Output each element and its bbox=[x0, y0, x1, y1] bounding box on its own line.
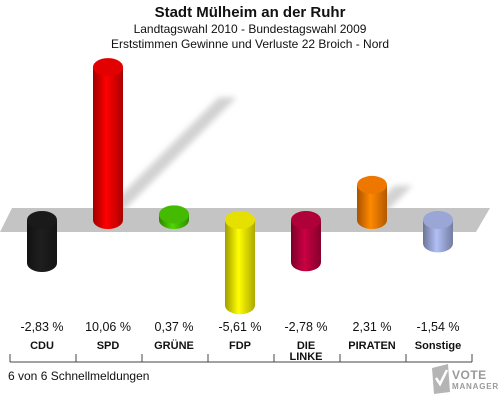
bar-piraten bbox=[357, 175, 387, 229]
value-label: 10,06 % bbox=[85, 320, 131, 334]
labels-layer: -2,83 % CDU 10,06 % SPD 0,37 % GRÜNE -5,61 % FD… bbox=[20, 320, 461, 363]
bar-top-cap bbox=[291, 211, 321, 229]
bar-bottom-cap bbox=[93, 211, 123, 229]
value-label: -2,78 % bbox=[284, 320, 327, 334]
bar-top-cap bbox=[159, 205, 189, 224]
bar-sonstige bbox=[423, 211, 453, 253]
chart-subtitle-election: Landtagswahl 2010 - Bundestagswahl 2009 bbox=[133, 22, 367, 36]
bar-fdp bbox=[225, 211, 255, 315]
chart-subtitle-district: Erststimmen Gewinne und Verluste 22 Broi… bbox=[110, 37, 390, 51]
bar-bottom-cap bbox=[423, 234, 453, 253]
value-label: -2,83 % bbox=[20, 320, 63, 334]
value-label: 2,31 % bbox=[353, 320, 392, 334]
logo-text-vote: VOTE bbox=[452, 368, 487, 382]
bar-shadow bbox=[104, 97, 237, 212]
category-label: GRÜNE bbox=[154, 339, 194, 352]
bar-body bbox=[225, 220, 255, 306]
bar-top-cap bbox=[423, 211, 453, 229]
category-axis bbox=[9, 354, 473, 363]
report-status-note: 6 von 6 Schnellmeldungen bbox=[8, 369, 150, 383]
bar-top-cap bbox=[225, 211, 255, 229]
bar-die-linke bbox=[291, 211, 321, 272]
bar-body bbox=[93, 67, 123, 220]
category-label: CDU bbox=[30, 340, 54, 352]
bar-top-cap bbox=[93, 58, 123, 77]
bar-top-cap bbox=[357, 175, 387, 194]
bar-spd bbox=[93, 58, 123, 229]
category-label: LINKE bbox=[290, 351, 323, 363]
bar-top-cap bbox=[27, 211, 57, 229]
bar-bottom-cap bbox=[27, 254, 57, 273]
category-label: FDP bbox=[229, 340, 251, 352]
bar-grüne bbox=[159, 205, 189, 229]
bar-cdu bbox=[27, 211, 57, 273]
value-label: -1,54 % bbox=[416, 320, 459, 334]
bars-layer bbox=[27, 58, 453, 315]
category-label: Sonstige bbox=[415, 340, 461, 352]
chart-title: Stadt Mülheim an der Ruhr bbox=[154, 4, 346, 21]
category-label: DIE bbox=[297, 340, 315, 352]
ballot-check-icon bbox=[432, 364, 450, 394]
vote-manager-logo bbox=[432, 364, 450, 394]
category-label: PIRATEN bbox=[348, 340, 396, 352]
bar-bottom-cap bbox=[225, 296, 255, 315]
bar-bottom-cap bbox=[291, 253, 321, 272]
value-label: 0,37 % bbox=[155, 320, 194, 334]
category-label: SPD bbox=[97, 340, 120, 352]
bar-bottom-cap bbox=[357, 211, 387, 229]
value-label: -5,61 % bbox=[218, 320, 261, 334]
logo-text-manager: MANAGER bbox=[452, 382, 499, 391]
